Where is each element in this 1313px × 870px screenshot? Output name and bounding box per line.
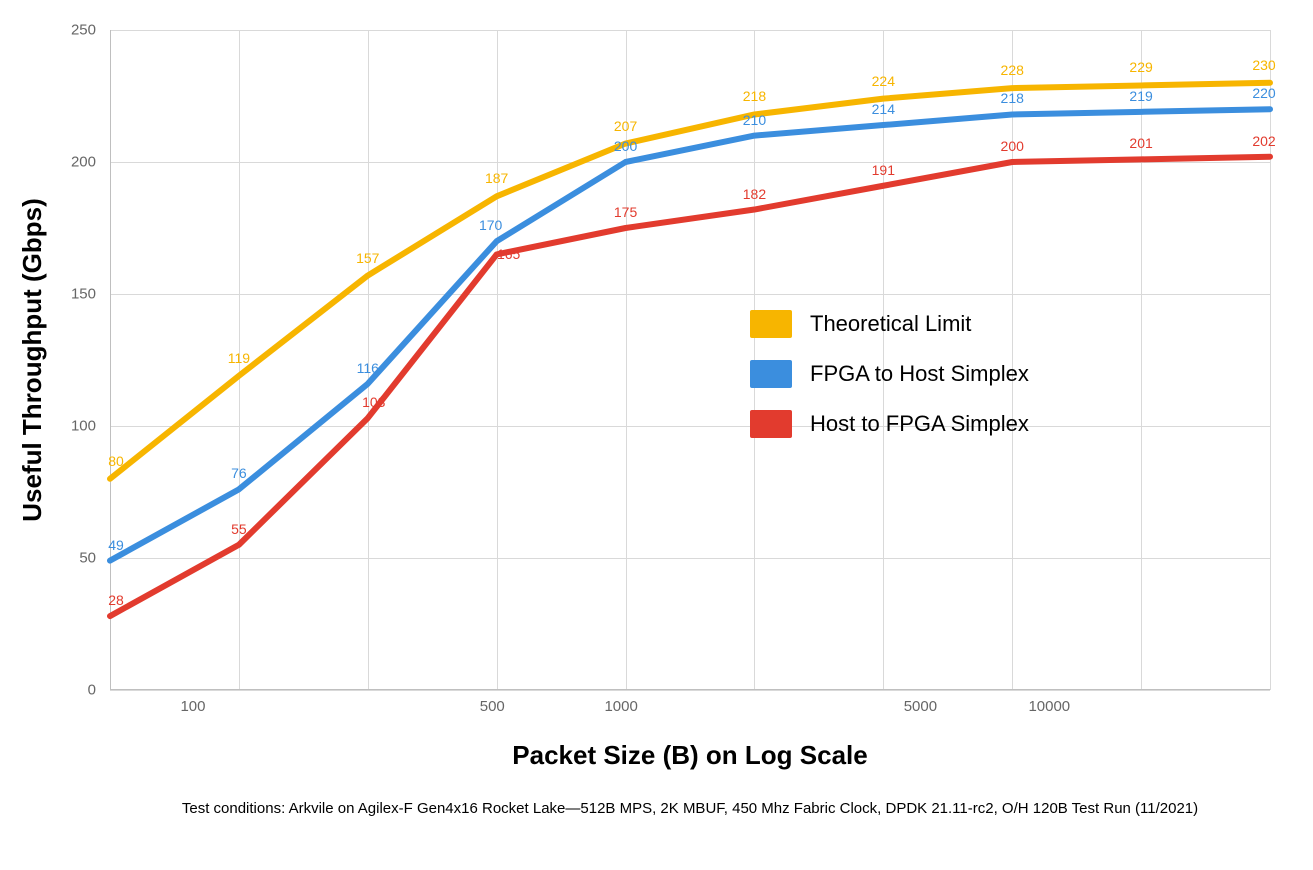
data-label: 116 xyxy=(357,360,379,376)
throughput-chart: 100 500 1000 5000 10000 0 50 100 150 200 250 80 119 1… xyxy=(0,0,1313,870)
data-label: 214 xyxy=(872,101,895,117)
legend-item-fpga2host: FPGA to Host Simplex xyxy=(750,360,1029,388)
legend-swatch xyxy=(750,410,792,438)
x-tick: 1000 xyxy=(604,690,637,715)
plot-area: 1005001000500010000050100150200250801191… xyxy=(110,30,1270,690)
data-label: 202 xyxy=(1252,133,1275,149)
y-axis-title: Useful Throughput (Gbps) xyxy=(17,198,48,522)
data-label: 76 xyxy=(231,465,247,481)
x-tick: 5000 xyxy=(904,690,937,715)
data-label: 103 xyxy=(362,394,385,410)
data-label: 80 xyxy=(108,453,124,469)
data-label: 219 xyxy=(1129,88,1152,104)
y-tick: 0 xyxy=(88,682,110,699)
data-label: 175 xyxy=(614,204,637,220)
legend-swatch xyxy=(750,360,792,388)
legend-label: Theoretical Limit xyxy=(810,311,971,337)
legend-label: Host to FPGA Simplex xyxy=(810,411,1029,437)
data-label: 55 xyxy=(231,521,247,537)
y-tick: 50 xyxy=(79,550,110,567)
data-label: 229 xyxy=(1129,59,1152,75)
legend-item-theoretical: Theoretical Limit xyxy=(750,310,1029,338)
data-label: 230 xyxy=(1252,57,1275,73)
data-label: 207 xyxy=(614,118,637,134)
series-line-theoretical xyxy=(110,83,1270,479)
data-label: 157 xyxy=(356,250,379,266)
data-label: 49 xyxy=(108,537,124,553)
x-tick: 100 xyxy=(180,690,205,715)
data-label: 200 xyxy=(1001,138,1024,154)
chart-footnote: Test conditions: Arkvile on Agilex-F Gen… xyxy=(182,800,1198,817)
data-label: 201 xyxy=(1129,135,1152,151)
y-tick: 150 xyxy=(71,286,110,303)
data-label: 187 xyxy=(485,170,508,186)
gridline-vertical xyxy=(1270,30,1271,690)
data-label: 182 xyxy=(743,186,766,202)
series-lines xyxy=(110,30,1270,690)
legend-item-host2fpga: Host to FPGA Simplex xyxy=(750,410,1029,438)
data-label: 28 xyxy=(108,592,124,608)
gridline-horizontal xyxy=(110,690,1270,691)
series-line-fpga2host xyxy=(110,109,1270,560)
legend: Theoretical Limit FPGA to Host Simplex Hos… xyxy=(750,310,1029,460)
data-label: 228 xyxy=(1001,62,1024,78)
data-label: 200 xyxy=(614,138,637,154)
data-label: 191 xyxy=(872,162,895,178)
x-tick: 500 xyxy=(480,690,505,715)
legend-swatch xyxy=(750,310,792,338)
y-tick: 100 xyxy=(71,418,110,435)
data-label: 170 xyxy=(479,217,502,233)
y-tick: 200 xyxy=(71,154,110,171)
legend-label: FPGA to Host Simplex xyxy=(810,361,1029,387)
x-axis-title: Packet Size (B) on Log Scale xyxy=(512,740,867,771)
data-label: 165 xyxy=(497,246,520,262)
data-label: 218 xyxy=(1001,90,1024,106)
data-label: 224 xyxy=(872,73,895,89)
series-line-host2fpga xyxy=(110,157,1270,616)
data-label: 210 xyxy=(743,112,766,128)
y-tick: 250 xyxy=(71,22,110,39)
data-label: 119 xyxy=(228,350,250,366)
x-tick: 10000 xyxy=(1028,690,1070,715)
data-label: 220 xyxy=(1252,85,1275,101)
data-label: 218 xyxy=(743,88,766,104)
